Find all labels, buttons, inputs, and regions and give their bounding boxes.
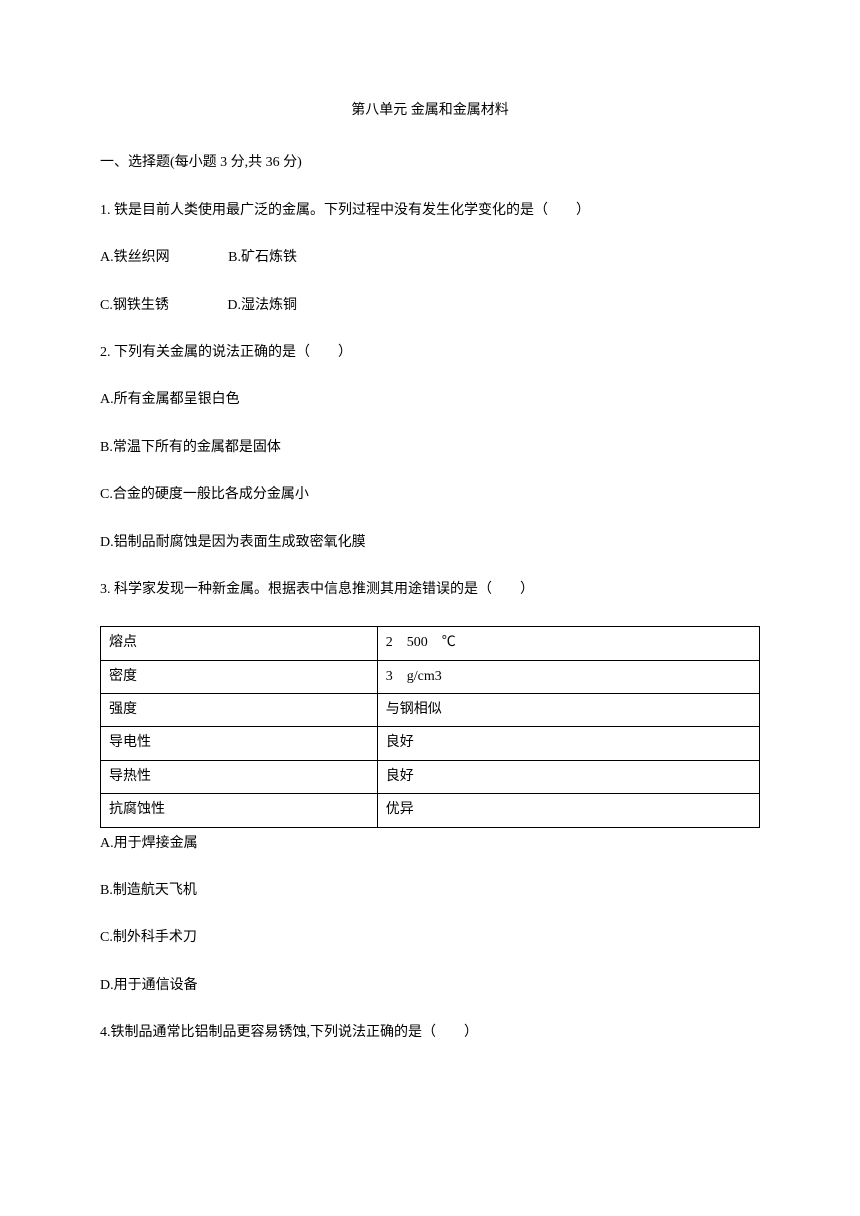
q2-option-a: A.所有金属都呈银白色	[100, 389, 760, 411]
table-row: 密度 3 g/cm3	[101, 660, 760, 693]
question-1: 1. 铁是目前人类使用最广泛的金属。下列过程中没有发生化学变化的是（ ）	[100, 200, 760, 222]
q2-option-b: B.常温下所有的金属都是固体	[100, 437, 760, 459]
q1-option-a: A.铁丝织网	[100, 247, 170, 269]
table-cell-property: 熔点	[101, 627, 378, 660]
question-4: 4.铁制品通常比铝制品更容易锈蚀,下列说法正确的是（ ）	[100, 1022, 760, 1044]
section-header: 一、选择题(每小题 3 分,共 36 分)	[100, 152, 760, 174]
table-cell-property: 强度	[101, 694, 378, 727]
table-row: 熔点 2 500 ℃	[101, 627, 760, 660]
document-title: 第八单元 金属和金属材料	[100, 100, 760, 122]
q2-option-c: C.合金的硬度一般比各成分金属小	[100, 484, 760, 506]
q3-option-a: A.用于焊接金属	[100, 833, 760, 855]
question-2: 2. 下列有关金属的说法正确的是（ ）	[100, 342, 760, 364]
table-cell-value: 良好	[377, 727, 759, 760]
table-cell-value: 2 500 ℃	[377, 627, 759, 660]
q1-option-d: D.湿法炼铜	[227, 295, 297, 317]
q1-options-row1: A.铁丝织网 B.矿石炼铁	[100, 247, 760, 269]
metal-properties-table: 熔点 2 500 ℃ 密度 3 g/cm3 强度 与钢相似 导电性 良好 导热性…	[100, 626, 760, 827]
q2-option-d: D.铝制品耐腐蚀是因为表面生成致密氧化膜	[100, 532, 760, 554]
q1-options-row2: C.钢铁生锈 D.湿法炼铜	[100, 295, 760, 317]
table-cell-value: 良好	[377, 760, 759, 793]
table-cell-property: 导热性	[101, 760, 378, 793]
q1-option-c: C.钢铁生锈	[100, 295, 169, 317]
table-row: 导电性 良好	[101, 727, 760, 760]
table-cell-value: 优异	[377, 794, 759, 827]
table-cell-property: 导电性	[101, 727, 378, 760]
q3-option-c: C.制外科手术刀	[100, 927, 760, 949]
table-cell-property: 抗腐蚀性	[101, 794, 378, 827]
q1-option-b: B.矿石炼铁	[228, 247, 297, 269]
table-row: 强度 与钢相似	[101, 694, 760, 727]
table-row: 抗腐蚀性 优异	[101, 794, 760, 827]
question-3: 3. 科学家发现一种新金属。根据表中信息推测其用途错误的是（ ）	[100, 579, 760, 601]
table-cell-property: 密度	[101, 660, 378, 693]
table-row: 导热性 良好	[101, 760, 760, 793]
q3-option-d: D.用于通信设备	[100, 975, 760, 997]
q3-option-b: B.制造航天飞机	[100, 880, 760, 902]
table-cell-value: 3 g/cm3	[377, 660, 759, 693]
table-cell-value: 与钢相似	[377, 694, 759, 727]
